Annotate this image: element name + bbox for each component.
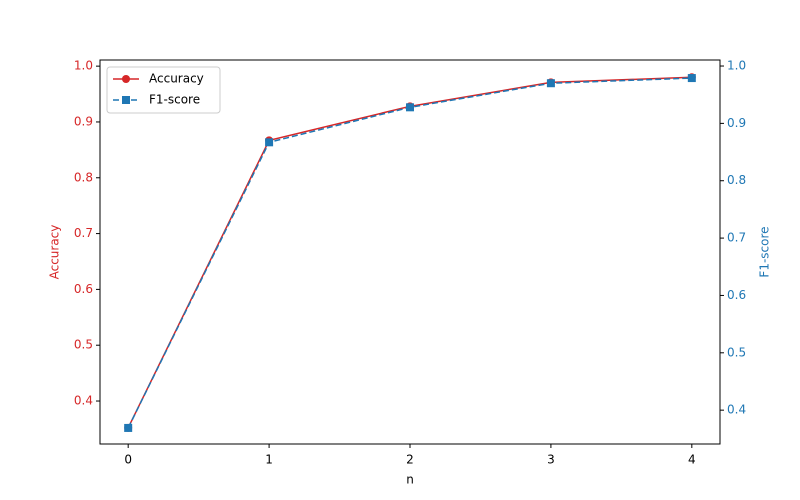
- x-tick-label: 1: [265, 453, 273, 467]
- data-point: [124, 423, 133, 432]
- y-tick-label: 0.5: [74, 338, 93, 352]
- y-tick-label: 1.0: [727, 59, 746, 73]
- y-tick-label: 0.5: [727, 345, 746, 359]
- series-line: [127, 77, 692, 429]
- legend-marker: [122, 75, 130, 83]
- x-tick-label: 3: [547, 453, 555, 467]
- data-point: [265, 138, 274, 147]
- data-point: [546, 79, 555, 88]
- y-tick-label: 0.8: [727, 173, 746, 187]
- series-line: [127, 76, 692, 429]
- y-tick-label: 0.4: [727, 403, 746, 417]
- y-tick-label: 0.6: [727, 288, 746, 302]
- y2-axis-label: F1-score: [758, 226, 772, 277]
- y-tick-label: 0.7: [727, 231, 746, 245]
- y-tick-label: 0.6: [74, 282, 93, 296]
- plot-frame: [99, 59, 721, 445]
- y-tick-label: 0.9: [74, 114, 93, 128]
- y-tick-label: 1.0: [74, 59, 93, 73]
- y-tick-label: 0.7: [74, 226, 93, 240]
- y-axis-label: Accuracy: [48, 225, 62, 280]
- y-tick-label: 0.4: [74, 394, 93, 408]
- x-tick-label: 4: [688, 453, 696, 467]
- legend-label: Accuracy: [149, 72, 204, 86]
- data-point: [687, 74, 696, 83]
- x-tick-label: 2: [406, 453, 414, 467]
- y-tick-label: 0.9: [727, 116, 746, 130]
- y-tick-label: 0.8: [74, 170, 93, 184]
- data-point: [406, 103, 414, 112]
- x-tick-label: 0: [124, 453, 132, 467]
- x-axis-label: n: [406, 473, 414, 487]
- legend-label: F1-score: [149, 93, 200, 107]
- legend-marker: [122, 96, 130, 104]
